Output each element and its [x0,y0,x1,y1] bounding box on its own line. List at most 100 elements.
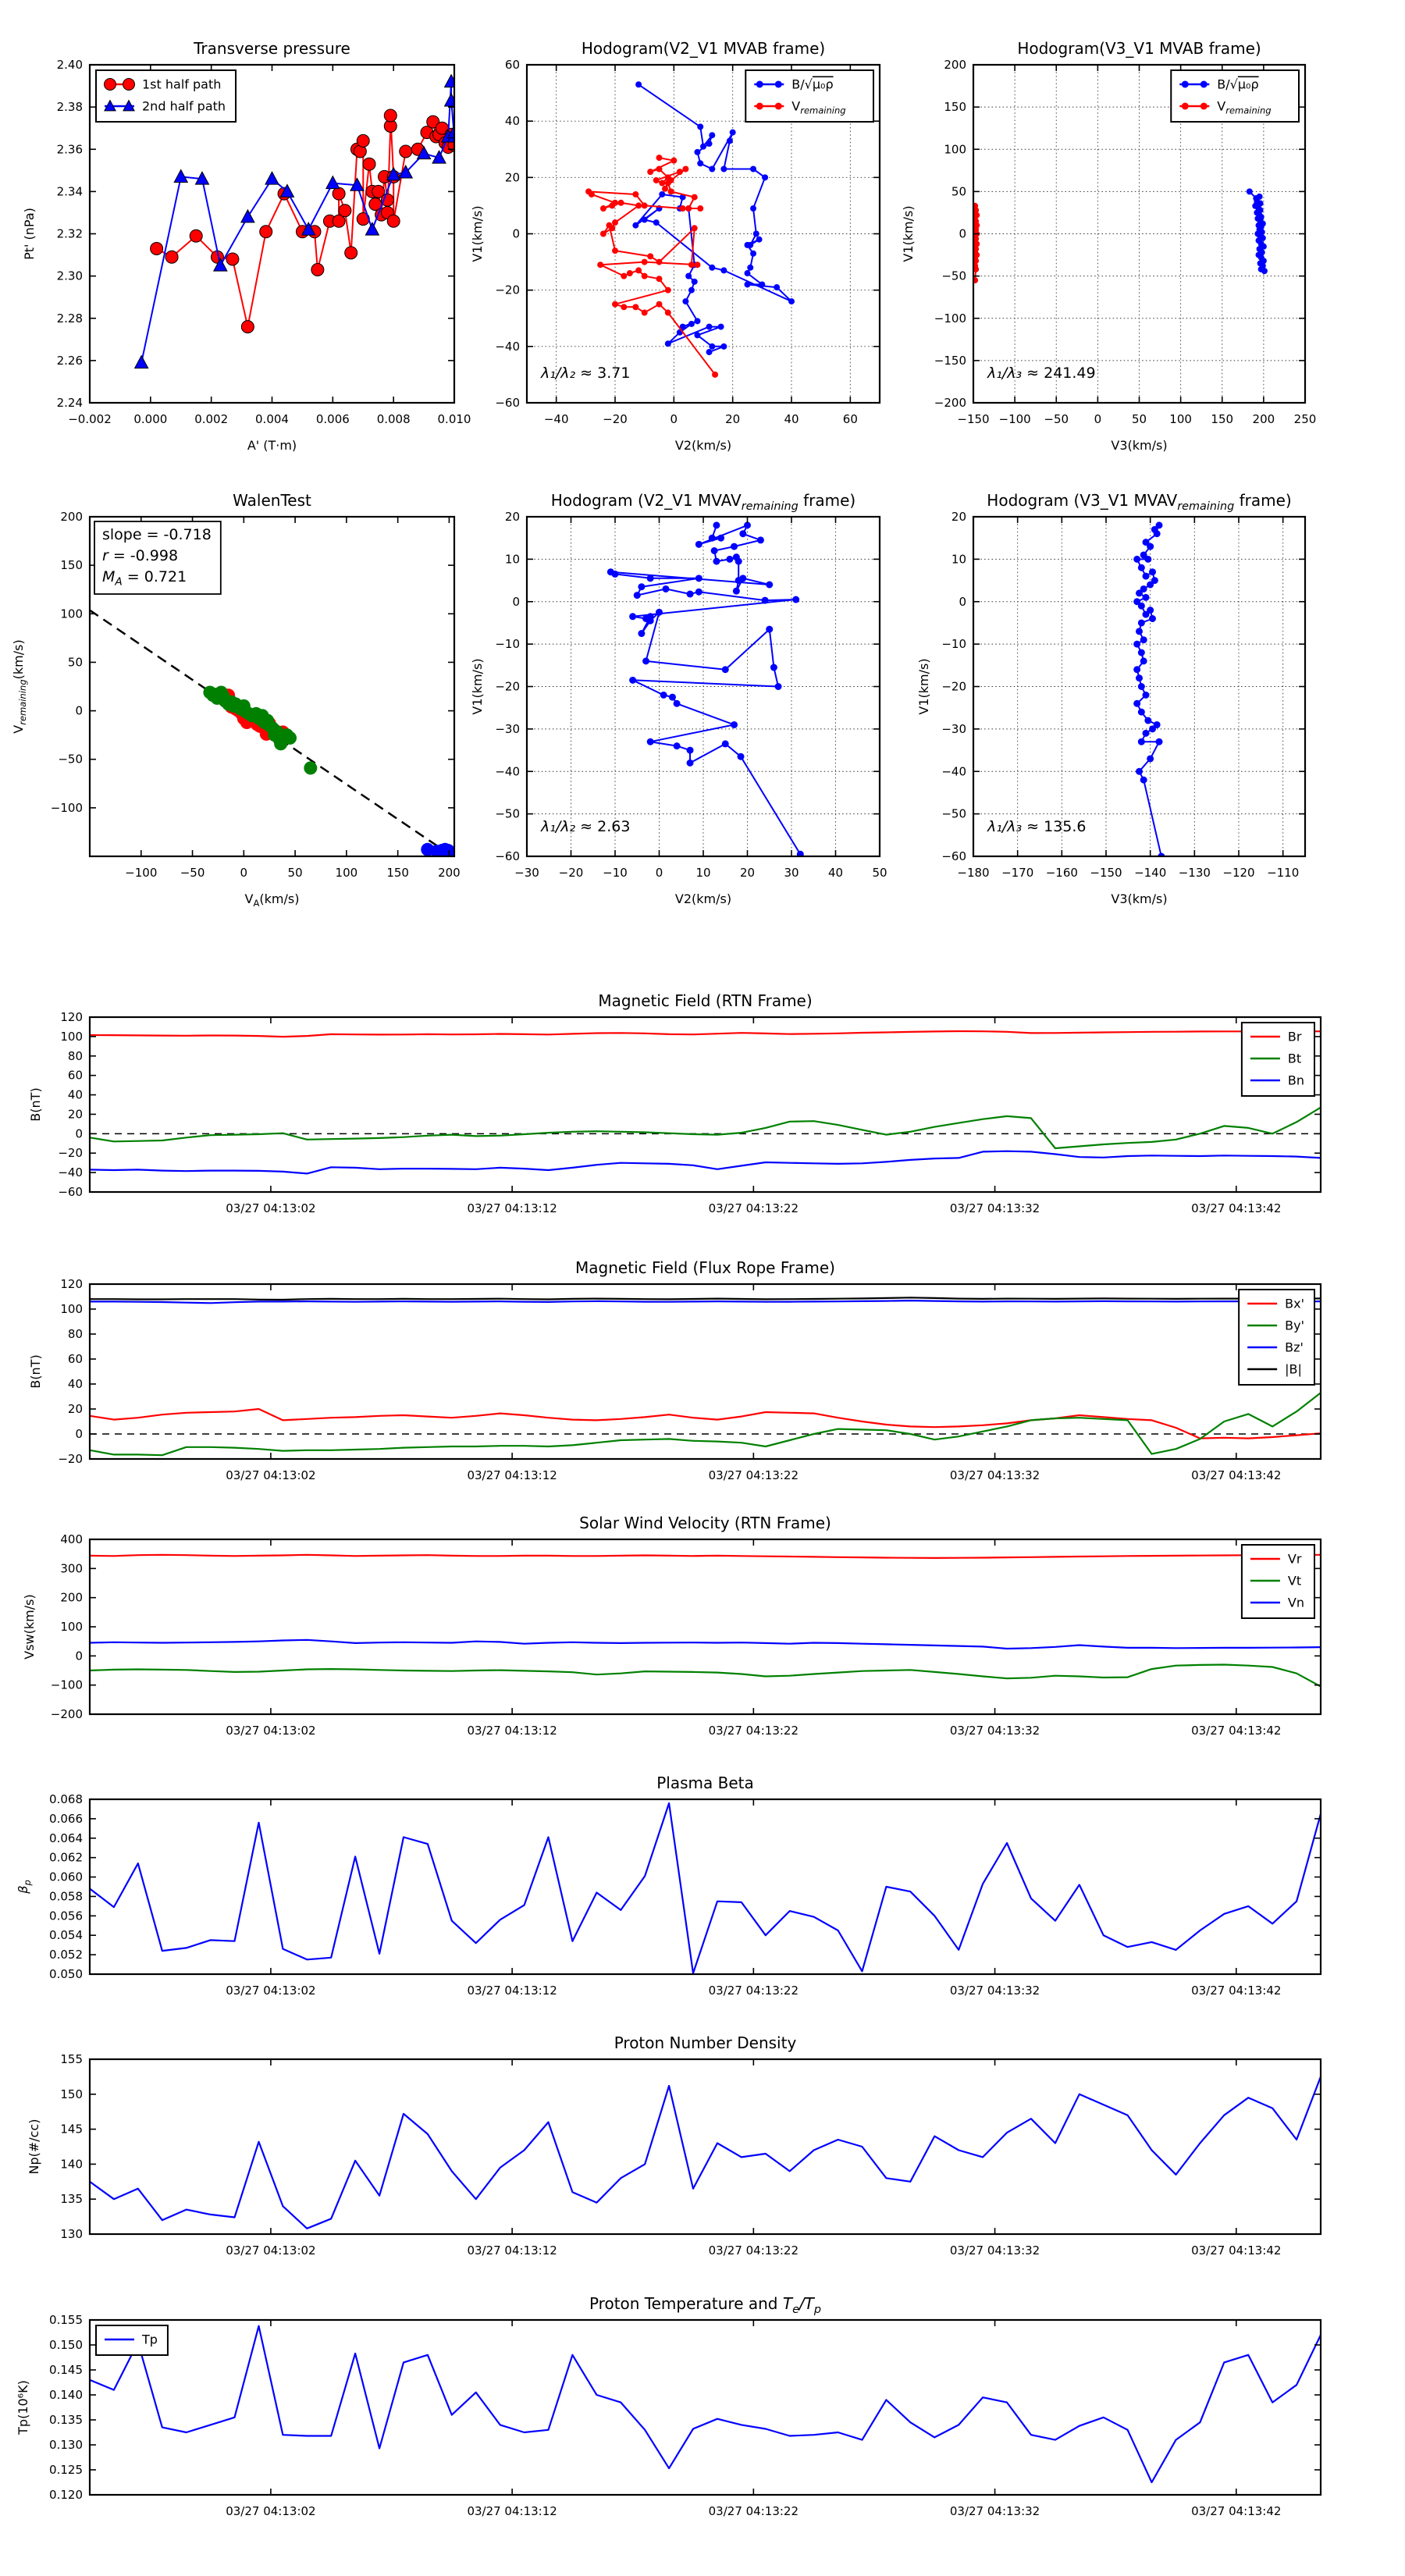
legend-label: Bz' [1285,1340,1304,1355]
x-tick-label: 10 [695,866,710,880]
tick-marks [90,516,454,856]
y-tick-label: 2.26 [57,354,83,368]
y-tick-label: −60 [495,849,520,863]
y-tick-label: 60 [68,1352,83,1366]
y-tick-label: 0.068 [49,1792,83,1806]
x-tick-label: 03/27 04:13:42 [1191,2243,1281,2258]
y-tick-label: 0.145 [49,2363,83,2377]
x-tick-label: −50 [1044,412,1069,426]
plot-title: Hodogram (V3_V1 MVAVremaining frame) [987,491,1291,513]
x-tick-label: 50 [288,866,303,880]
y-tick-label: 0.140 [49,2388,83,2402]
x-tick-label: 50 [1132,412,1147,426]
x-tick-label: 03/27 04:13:22 [709,1468,799,1482]
annotation-line: MA = 0.721 [102,568,187,589]
x-tick-label: 40 [828,866,843,880]
x-tick-label: −110 [1267,866,1299,880]
y-tick-label: 0.058 [49,1889,83,1903]
series-Bz-prime [90,1300,1321,1304]
y-tick-label: 150 [60,2087,83,2101]
x-tick-label: 03/27 04:13:22 [709,1201,799,1215]
x-tick-label: 03/27 04:13:02 [226,1468,315,1482]
x-tick-label: 03/27 04:13:02 [226,2504,315,2518]
y-tick-label: 20 [951,510,966,524]
y-tick-label: 0.135 [49,2413,83,2427]
series-Vt [90,1663,1321,1688]
x-tick-label: 03/27 04:13:22 [709,2243,799,2258]
plot-title: Proton Number Density [614,2033,797,2052]
x-tick-label: −40 [544,412,569,426]
series-Vr [90,1553,1321,1559]
x-tick-label: 03/27 04:13:12 [467,1984,557,1998]
axes-spines [88,1016,1322,1194]
grid [527,64,880,404]
y-tick-label: 0.125 [49,2463,83,2477]
x-tick-label: −50 [180,866,205,880]
x-tick-label: 200 [438,866,461,880]
legend-label: Vremaining [1217,99,1271,116]
x-tick-label: −100 [125,866,157,880]
y-tick-label: −30 [495,722,520,736]
y-axis-label: βp [16,1880,33,1895]
y-tick-label: 200 [60,1591,83,1605]
x-tick-label: 03/27 04:13:32 [950,1724,1040,1738]
series-v-remaining [585,155,719,378]
series-walen-green-points [203,685,318,775]
legend-label: Vr [1288,1552,1302,1567]
x-tick-label: 0.010 [438,412,471,426]
series-first-half-path [150,109,454,334]
grid [526,516,880,857]
x-tick-label: 03/27 04:13:22 [709,1984,799,1998]
plot-hodogram-v2v1-mvab: −40 −20 0 20 40 60 −60 −40 −20 0 20 40 60 Hodogram(V2… [470,39,881,453]
plot-title: Magnetic Field (RTN Frame) [598,991,812,1010]
y-tick-label: −40 [495,340,520,354]
y-tick-label: 135 [60,2192,83,2206]
y-tick-label: 0 [75,1126,83,1140]
y-tick-label: 80 [68,1049,83,1063]
y-tick-label: 0.050 [49,1967,83,1981]
series-Tp [90,2325,1321,2484]
legend-label: Vt [1288,1574,1301,1589]
y-tick-label: −60 [495,396,520,410]
plot-hodogram-v3v1-mvav: −180 −170 −160 −150 −140 −130 −120 −110 −60 −50 −4… [916,491,1307,906]
y-tick-label: 0 [512,227,520,241]
plot-solar-wind-velocity-rtn: 03/27 04:13:02 03/27 04:13:12 03/27 04:13:… [22,1514,1322,1738]
y-tick-label: 2.38 [57,100,83,114]
x-tick-label: 0 [670,412,678,426]
y-axis-label: Vremaining(km/s) [11,639,28,733]
legend: 1st half path 2nd half path [95,69,237,123]
y-tick-label: 100 [944,142,966,156]
y-axis-label: V1(km/s) [470,658,485,714]
tick-marks [973,64,1306,404]
annotation-box: slope = -0.718 r = -0.998 MA = 0.721 [94,521,222,595]
x-tick-label: 150 [386,866,409,880]
axes-spines [88,2318,1322,2496]
series-second-half-path [133,73,454,369]
axes-spines [88,2058,1322,2236]
series-Np [90,2076,1321,2229]
x-tick-label: 03/27 04:13:12 [467,2243,557,2258]
y-tick-label: −50 [941,807,966,821]
x-tick-label: 03/27 04:13:12 [467,2504,557,2518]
x-tick-label: −120 [1222,866,1254,880]
tick-marks [973,516,1305,857]
x-tick-label: −180 [957,866,989,880]
plot-title: Transverse pressure [193,39,350,58]
y-tick-label: 80 [68,1327,83,1341]
y-tick-label: 150 [944,100,966,114]
x-tick-label: 0.000 [133,412,167,426]
legend-label: Vn [1288,1596,1304,1610]
plot-walen-test: −100 −50 0 50 100 150 200 −100 −50 0 50 100 150 200 Wa… [11,491,461,909]
y-axis-label: B(nT) [28,1354,43,1388]
y-tick-label: 20 [505,170,520,184]
series-Bt [90,1106,1321,1150]
x-tick-label: 03/27 04:13:32 [950,1468,1040,1482]
legend-label: B/√μ₀ρ [791,77,833,92]
y-tick-label: 0.066 [49,1812,83,1826]
y-tick-label: 0.060 [49,1870,83,1884]
tick-marks [90,1539,1321,1715]
y-tick-label: 120 [60,1010,83,1024]
annotation-line: slope = -0.718 [102,526,212,543]
plot-proton-temperature: 03/27 04:13:02 03/27 04:13:12 03/27 04:13:… [16,2294,1322,2518]
y-tick-label: 0.120 [49,2488,83,2502]
